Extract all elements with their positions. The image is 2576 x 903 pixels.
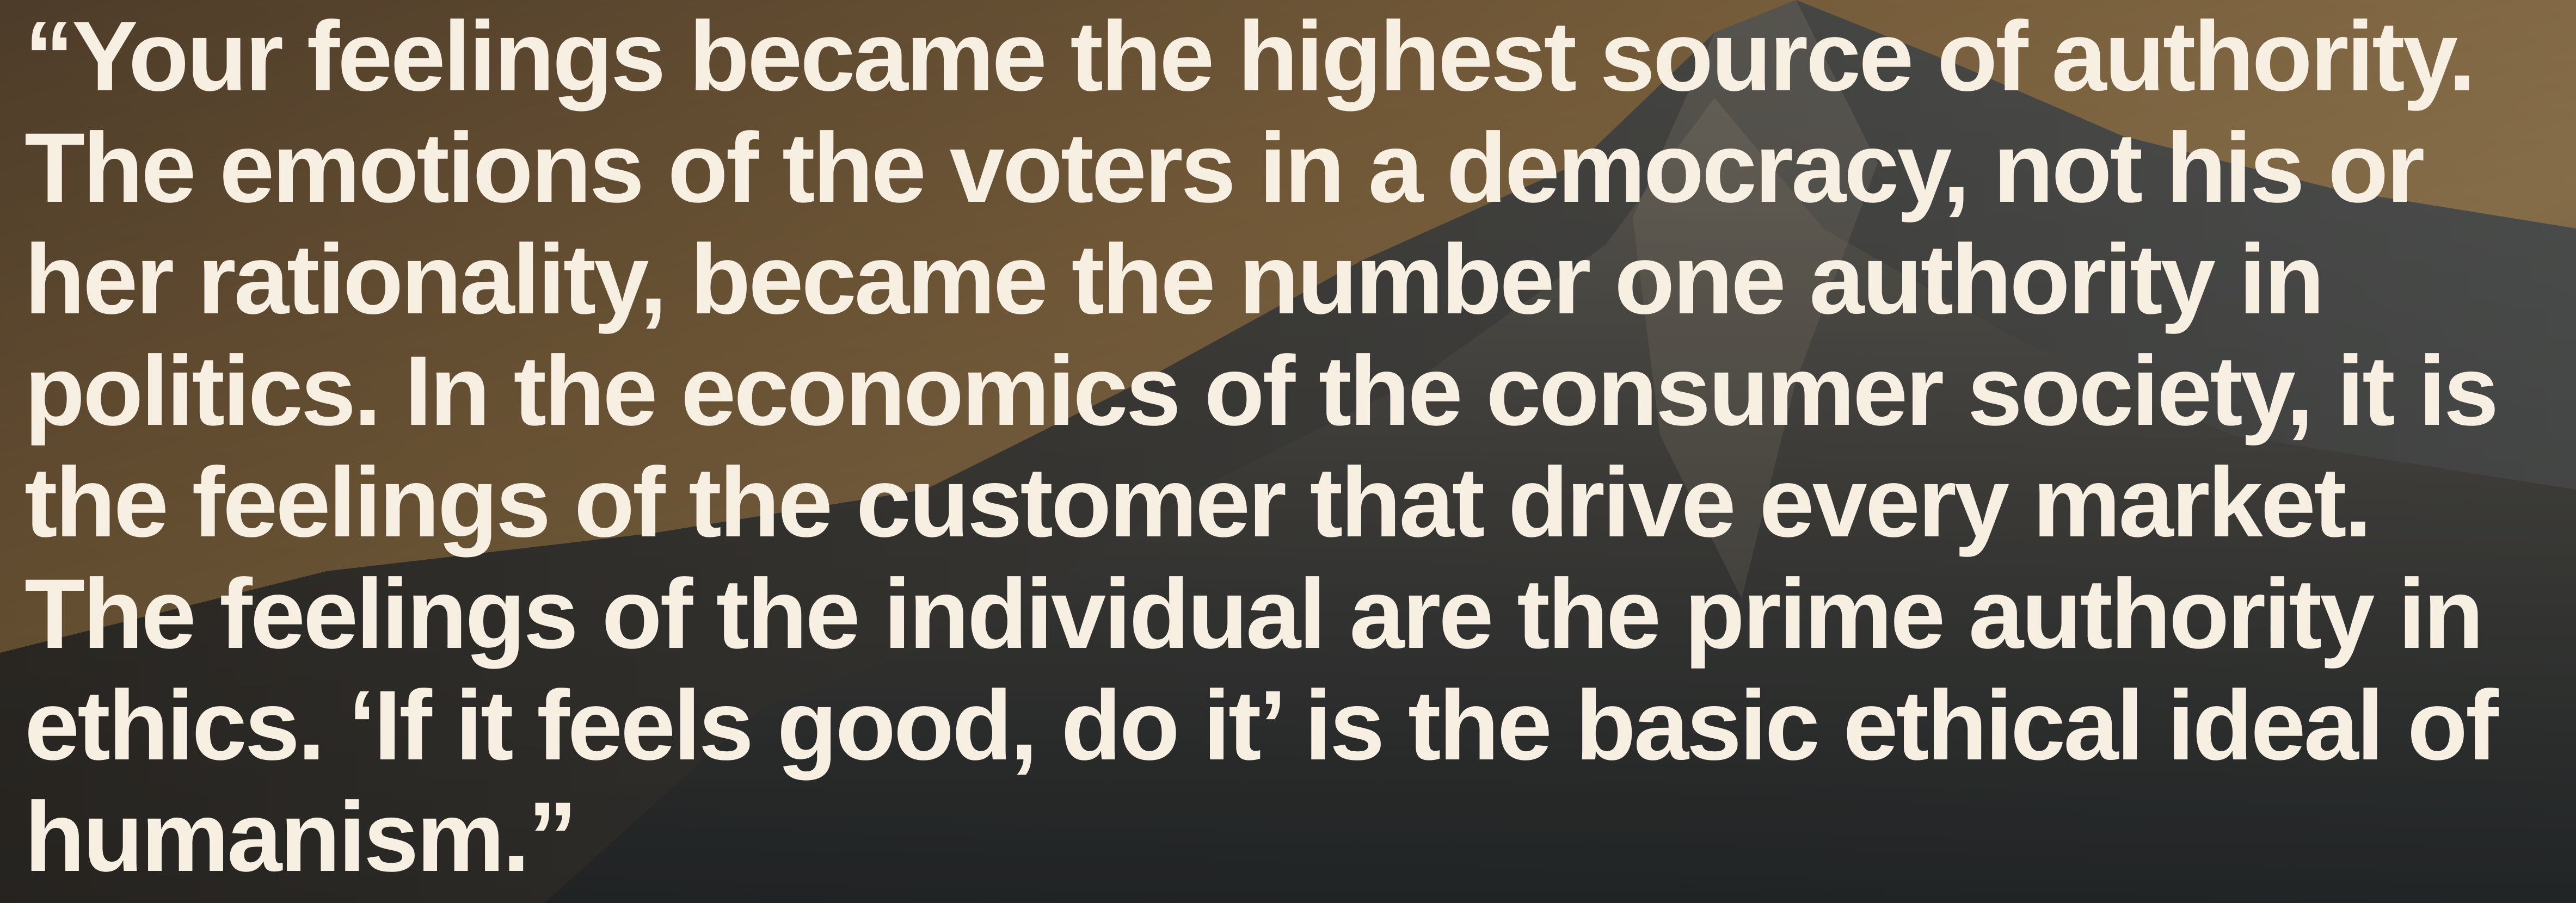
quote-line: humanism.”: [24, 781, 575, 892]
quote-line: The emotions of the voters in a democrac…: [24, 112, 2424, 223]
quote-line: her rationality, became the number one a…: [24, 224, 2322, 335]
quote-text: “Your feelings became the highest source…: [24, 1, 2499, 892]
quote-line: the feelings of the customer that drive …: [24, 447, 2370, 558]
quote-card: “Your feelings became the highest source…: [0, 0, 2576, 903]
quote-line: ethics. ‘If it feels good, do it’ is the…: [24, 670, 2499, 781]
page: “Your feelings became the highest source…: [0, 0, 2576, 903]
quote-line: “Your feelings became the highest source…: [24, 1, 2474, 112]
quote-line: The feelings of the individual are the p…: [24, 558, 2482, 669]
quote-line: politics. In the economics of the consum…: [24, 335, 2497, 446]
